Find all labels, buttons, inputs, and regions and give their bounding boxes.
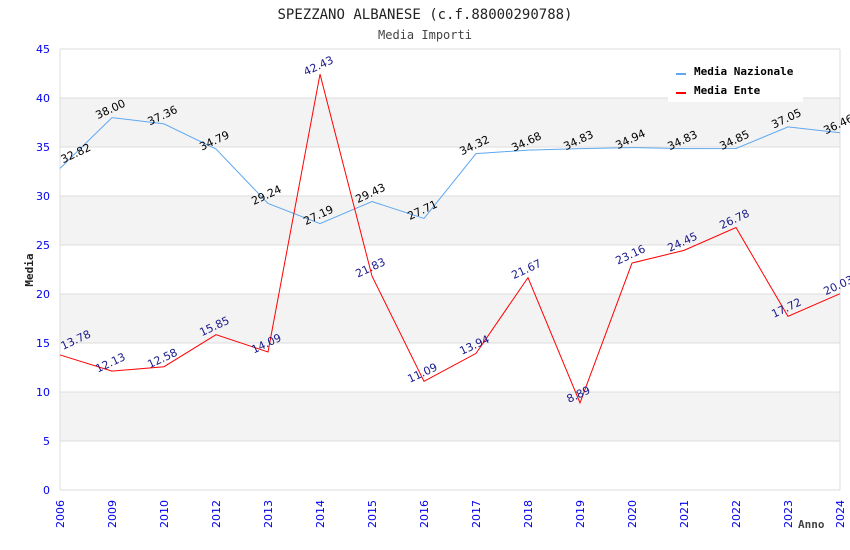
x-tick-label: 2010 bbox=[158, 500, 171, 528]
grid-band bbox=[60, 392, 840, 441]
data-label: 21.67 bbox=[509, 257, 543, 282]
data-label: 42.43 bbox=[301, 53, 335, 78]
x-tick-label: 2023 bbox=[782, 500, 795, 528]
series-line-1 bbox=[59, 74, 841, 405]
x-tick-label: 2024 bbox=[834, 500, 847, 528]
y-tick-label: 15 bbox=[36, 337, 50, 350]
legend-label: Media Nazionale bbox=[694, 65, 794, 78]
x-tick-label: 2019 bbox=[574, 500, 587, 528]
x-axis-label: Anno bbox=[798, 518, 825, 531]
grid-band bbox=[60, 294, 840, 343]
series-line-0 bbox=[59, 117, 841, 225]
legend: Media Nazionale Media Ente bbox=[668, 58, 803, 102]
x-tick-label: 2022 bbox=[730, 500, 743, 528]
chart-subtitle: Media Importi bbox=[378, 28, 472, 42]
data-label: 12.13 bbox=[93, 350, 127, 375]
x-tick-label: 2013 bbox=[262, 500, 275, 528]
x-tick-label: 2012 bbox=[210, 500, 223, 528]
x-tick-label: 2009 bbox=[106, 500, 119, 528]
y-tick-label: 5 bbox=[43, 435, 50, 448]
y-tick-label: 45 bbox=[36, 43, 50, 56]
y-tick-label: 35 bbox=[36, 141, 50, 154]
x-tick-label: 2015 bbox=[366, 500, 379, 528]
y-tick-label: 0 bbox=[43, 484, 50, 497]
x-tick-label: 2016 bbox=[418, 500, 431, 528]
grid-band bbox=[60, 98, 840, 147]
x-tick-label: 2021 bbox=[678, 500, 691, 528]
x-tick-label: 2014 bbox=[314, 500, 327, 528]
chart-title: SPEZZANO ALBANESE (c.f.88000290788) bbox=[277, 7, 572, 23]
y-axis-label: Media bbox=[23, 253, 36, 286]
x-tick-label: 2017 bbox=[470, 500, 483, 528]
y-tick-label: 20 bbox=[36, 288, 50, 301]
legend-label: Media Ente bbox=[694, 84, 761, 97]
legend-swatch bbox=[676, 92, 686, 94]
legend-swatch bbox=[676, 73, 686, 75]
y-tick-label: 10 bbox=[36, 386, 50, 399]
x-tick-label: 2020 bbox=[626, 500, 639, 528]
grid-band bbox=[60, 196, 840, 245]
data-label: 11.09 bbox=[405, 361, 439, 386]
data-label: 23.16 bbox=[613, 242, 647, 267]
x-tick-label: 2018 bbox=[522, 500, 535, 528]
x-tick-label: 2006 bbox=[54, 500, 67, 528]
y-tick-label: 30 bbox=[36, 190, 50, 203]
data-label: 21.83 bbox=[353, 255, 387, 280]
y-tick-label: 25 bbox=[36, 239, 50, 252]
y-tick-label: 40 bbox=[36, 92, 50, 105]
